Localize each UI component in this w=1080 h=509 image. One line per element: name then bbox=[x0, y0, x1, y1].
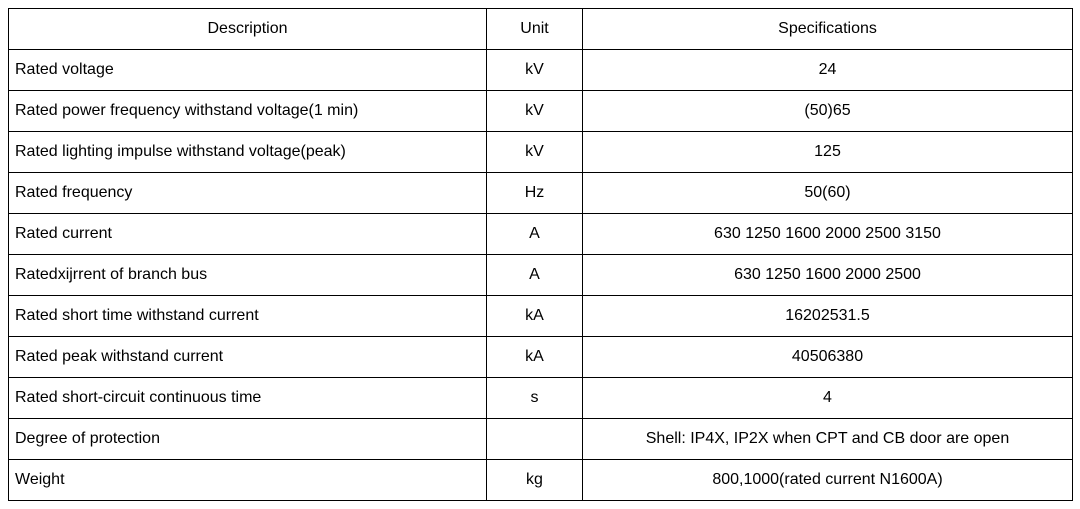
cell-spec: (50)65 bbox=[583, 91, 1073, 132]
cell-unit: kV bbox=[487, 132, 583, 173]
table-row: Rated voltage kV 24 bbox=[9, 50, 1073, 91]
table-row: Weight kg 800,1000(rated current N1600A) bbox=[9, 460, 1073, 501]
cell-spec: Shell: IP4X, IP2X when CPT and CB door a… bbox=[583, 419, 1073, 460]
table-row: Rated power frequency withstand voltage(… bbox=[9, 91, 1073, 132]
table-row: Rated peak withstand current kA 40506380 bbox=[9, 337, 1073, 378]
table-row: Rated frequency Hz 50(60) bbox=[9, 173, 1073, 214]
cell-unit: A bbox=[487, 255, 583, 296]
table-row: Ratedxijrrent of branch bus A 630 1250 1… bbox=[9, 255, 1073, 296]
table-row: Rated current A 630 1250 1600 2000 2500 … bbox=[9, 214, 1073, 255]
cell-description: Ratedxijrrent of branch bus bbox=[9, 255, 487, 296]
cell-spec: 4 bbox=[583, 378, 1073, 419]
cell-description: Weight bbox=[9, 460, 487, 501]
cell-description: Rated peak withstand current bbox=[9, 337, 487, 378]
cell-unit: s bbox=[487, 378, 583, 419]
cell-spec: 40506380 bbox=[583, 337, 1073, 378]
specifications-table: Description Unit Specifications Rated vo… bbox=[8, 8, 1073, 501]
cell-spec: 630 1250 1600 2000 2500 bbox=[583, 255, 1073, 296]
col-header-unit: Unit bbox=[487, 9, 583, 50]
table-header-row: Description Unit Specifications bbox=[9, 9, 1073, 50]
cell-spec: 16202531.5 bbox=[583, 296, 1073, 337]
cell-spec: 50(60) bbox=[583, 173, 1073, 214]
cell-description: Rated lighting impulse withstand voltage… bbox=[9, 132, 487, 173]
cell-description: Rated frequency bbox=[9, 173, 487, 214]
cell-unit: Hz bbox=[487, 173, 583, 214]
table-row: Degree of protection Shell: IP4X, IP2X w… bbox=[9, 419, 1073, 460]
table-row: Rated short time withstand current kA 16… bbox=[9, 296, 1073, 337]
cell-unit: kA bbox=[487, 337, 583, 378]
cell-unit: kg bbox=[487, 460, 583, 501]
cell-unit bbox=[487, 419, 583, 460]
cell-unit: kV bbox=[487, 50, 583, 91]
cell-description: Rated current bbox=[9, 214, 487, 255]
cell-unit: kV bbox=[487, 91, 583, 132]
table-row: Rated short-circuit continuous time s 4 bbox=[9, 378, 1073, 419]
cell-description: Rated voltage bbox=[9, 50, 487, 91]
cell-spec: 125 bbox=[583, 132, 1073, 173]
cell-description: Degree of protection bbox=[9, 419, 487, 460]
cell-description: Rated power frequency withstand voltage(… bbox=[9, 91, 487, 132]
cell-description: Rated short time withstand current bbox=[9, 296, 487, 337]
table-row: Rated lighting impulse withstand voltage… bbox=[9, 132, 1073, 173]
cell-unit: kA bbox=[487, 296, 583, 337]
cell-spec: 630 1250 1600 2000 2500 3150 bbox=[583, 214, 1073, 255]
cell-spec: 24 bbox=[583, 50, 1073, 91]
col-header-specifications: Specifications bbox=[583, 9, 1073, 50]
cell-spec: 800,1000(rated current N1600A) bbox=[583, 460, 1073, 501]
col-header-description: Description bbox=[9, 9, 487, 50]
cell-description: Rated short-circuit continuous time bbox=[9, 378, 487, 419]
cell-unit: A bbox=[487, 214, 583, 255]
